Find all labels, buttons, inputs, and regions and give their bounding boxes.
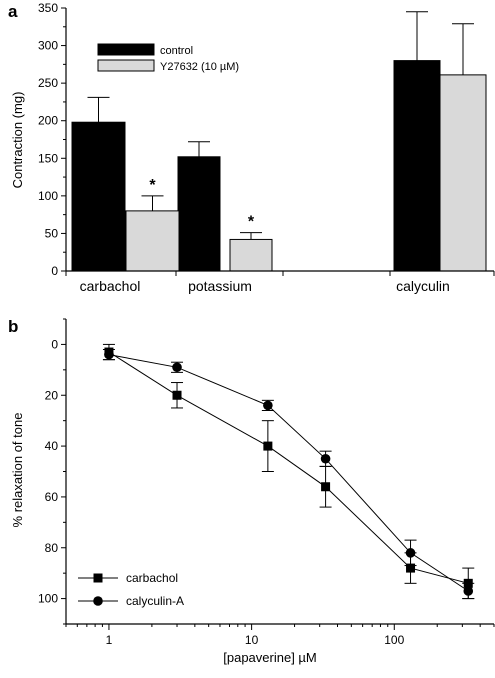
panel-a-y-tick-label: 0 [51, 264, 58, 278]
data-point-calyculin [320, 453, 331, 464]
panel-a-y-tick-label: 200 [38, 114, 58, 128]
panel-b-x-ticks: 1 10 100 [65, 624, 495, 647]
legend-label-control: control [160, 45, 193, 57]
legend-label-carbachol: carbachol [126, 571, 178, 585]
data-point-calyculin [104, 349, 114, 360]
data-point-calyculin [463, 586, 474, 596]
series-line-calyculin [108, 354, 469, 592]
data-point-carbachol [321, 482, 331, 492]
panel-b-y-tick-label: 80 [45, 541, 59, 555]
panel-a-y-tick-label: 350 [38, 1, 58, 15]
panel-a-y-tick-label: 50 [45, 226, 59, 240]
panel-a-y-ticks: 0 50 100 150 200 250 300 350 [38, 1, 66, 278]
panel-b-y-ticks: 0 20 40 60 80 100 [38, 318, 66, 625]
panel-b-x-tick-label: 10 [245, 633, 259, 647]
panel-a-legend: control Y27632 (10 µM) [97, 43, 239, 73]
panel-b: b 0 20 40 60 80 100 1 10 100 carbachol calyculin… [8, 317, 495, 665]
data-point-carbachol [406, 563, 416, 573]
legend-marker-calyculin [93, 596, 103, 606]
panel-b-x-tick-label: 1 [106, 633, 113, 647]
panel-b-y-tick-label: 40 [45, 439, 59, 453]
panel-b-label: b [8, 317, 18, 336]
panel-b-series [102, 343, 475, 600]
panel-a-y-tick-label: 150 [38, 151, 58, 165]
panel-b-legend: carbachol calyculin-A [78, 571, 184, 608]
legend-label-calyculin: calyculin-A [126, 594, 184, 608]
significance-star: * [149, 177, 156, 194]
panel-b-y-axis-title: % relaxation of tone [10, 413, 25, 528]
panel-a-y-tick-label: 300 [38, 39, 58, 53]
series-line-carbachol [108, 351, 469, 584]
data-point-calyculin [263, 400, 273, 411]
bar-potassium-control [177, 156, 221, 272]
legend-marker-carbachol [93, 573, 103, 583]
bar-potassium-y27632 [229, 238, 273, 272]
category-label-potassium: potassium [188, 278, 252, 294]
bar-carbachol-control [71, 121, 126, 272]
panel-a-y-tick-label: 100 [38, 189, 58, 203]
data-point-calyculin [172, 362, 182, 373]
data-point-carbachol [263, 441, 273, 451]
data-point-calyculin [405, 548, 416, 558]
data-point-carbachol [172, 390, 182, 400]
legend-swatch-y27632 [97, 59, 155, 72]
panel-a-label: a [8, 2, 18, 21]
panel-b-y-tick-label: 20 [45, 388, 59, 402]
bar-calyculin-control [393, 60, 441, 272]
bar-calyculin-y27632 [439, 74, 487, 272]
panel-a-y-axis-title: Contraction (mg) [10, 92, 25, 189]
panel-b-y-tick-label: 60 [45, 490, 59, 504]
bar-carbachol-y27632 [125, 210, 180, 272]
legend-swatch-control [97, 43, 155, 56]
panel-b-y-tick-label: 0 [51, 337, 58, 351]
category-label-carbachol: carbachol [80, 278, 141, 294]
panel-b-x-axis-title: [papaverine] µM [223, 650, 316, 665]
panel-a: a 0 50 100 150 200 250 300 350 carbachol potassi… [8, 1, 495, 294]
legend-label-y27632: Y27632 (10 µM) [160, 61, 239, 73]
category-label-calyculin: calyculin [396, 278, 450, 294]
panel-a-category-labels: carbachol potassium calyculin [80, 278, 450, 294]
panel-a-bars [71, 11, 487, 272]
panel-b-x-tick-label: 100 [384, 633, 404, 647]
panel-b-y-tick-label: 100 [38, 592, 58, 606]
panel-a-y-tick-label: 250 [38, 76, 58, 90]
panel-a-annotations: ** [149, 177, 255, 231]
significance-star: * [248, 214, 255, 231]
